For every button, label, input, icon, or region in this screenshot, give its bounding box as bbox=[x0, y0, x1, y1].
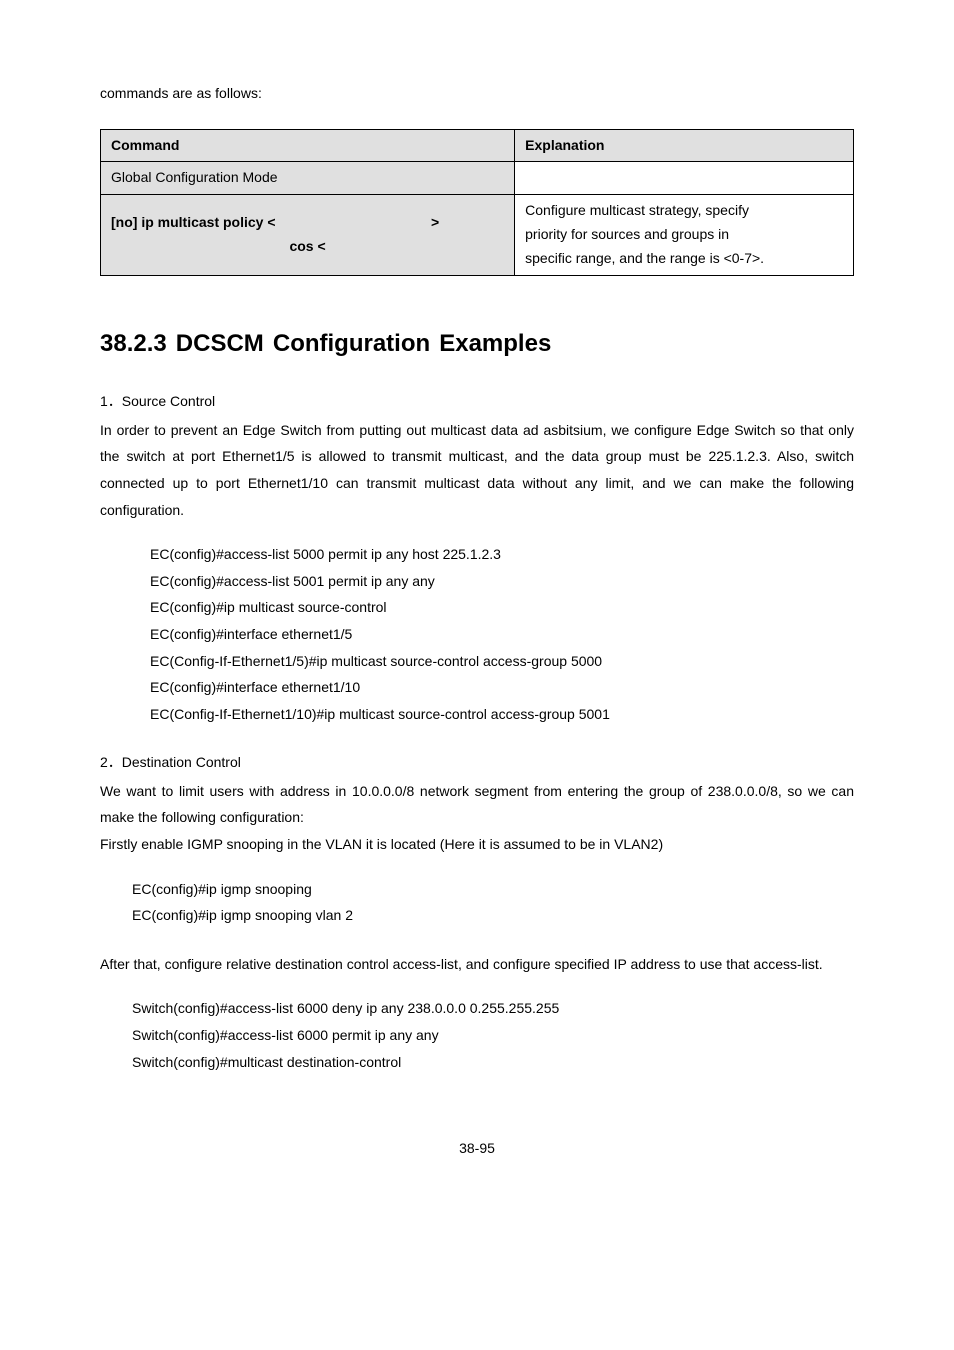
command-line: EC(config)#interface ethernet1/5 bbox=[150, 621, 854, 648]
cmd-text-cos: cos < bbox=[111, 235, 504, 259]
explanation-line: priority for sources and groups in bbox=[525, 223, 843, 247]
command-line: EC(Config-If-Ethernet1/5)#ip multicast s… bbox=[150, 648, 854, 675]
header-command: Command bbox=[101, 129, 515, 162]
cmd-text-right: > bbox=[431, 211, 439, 235]
explanation-line: specific range, and the range is <0-7>. bbox=[525, 247, 843, 271]
page-number: 38-95 bbox=[100, 1135, 854, 1162]
command-line: EC(config)#access-list 5000 permit ip an… bbox=[150, 541, 854, 568]
section2-command-block1: EC(config)#ip igmp snooping EC(config)#i… bbox=[132, 876, 854, 929]
command-line: EC(config)#access-list 5001 permit ip an… bbox=[150, 568, 854, 595]
section2-paragraph1: We want to limit users with address in 1… bbox=[100, 778, 854, 831]
cell-empty bbox=[515, 162, 854, 195]
header-explanation: Explanation bbox=[515, 129, 854, 162]
command-line: Switch(config)#access-list 6000 deny ip … bbox=[132, 995, 854, 1022]
cell-explanation-text: Configure multicast strategy, specify pr… bbox=[515, 195, 854, 275]
section2-paragraph2: Firstly enable IGMP snooping in the VLAN… bbox=[100, 831, 854, 858]
explanation-line: Configure multicast strategy, specify bbox=[525, 199, 843, 223]
command-line: Switch(config)#multicast destination-con… bbox=[132, 1049, 854, 1076]
cmd-text-left: [no] ip multicast policy < bbox=[111, 211, 276, 235]
intro-text: commands are as follows: bbox=[100, 80, 854, 107]
section1-command-block: EC(config)#access-list 5000 permit ip an… bbox=[150, 541, 854, 727]
command-line: EC(config)#ip igmp snooping bbox=[132, 876, 854, 903]
command-line: EC(Config-If-Ethernet1/10)#ip multicast … bbox=[150, 701, 854, 728]
section1-title: 1．Source Control bbox=[100, 388, 854, 415]
table-header-row: Command Explanation bbox=[101, 129, 854, 162]
cell-global-config: Global Configuration Mode bbox=[101, 162, 515, 195]
section1-paragraph: In order to prevent an Edge Switch from … bbox=[100, 417, 854, 523]
command-table: Command Explanation Global Configuration… bbox=[100, 129, 854, 276]
command-line: EC(config)#ip multicast source-control bbox=[150, 594, 854, 621]
table-row: Global Configuration Mode bbox=[101, 162, 854, 195]
table-row: [no] ip multicast policy < > cos < Confi… bbox=[101, 195, 854, 275]
command-line: EC(config)#ip igmp snooping vlan 2 bbox=[132, 902, 854, 929]
section2-command-block2: Switch(config)#access-list 6000 deny ip … bbox=[132, 995, 854, 1075]
section2-paragraph3: After that, configure relative destinati… bbox=[100, 951, 854, 978]
command-line: EC(config)#interface ethernet1/10 bbox=[150, 674, 854, 701]
cell-multicast-policy: [no] ip multicast policy < > cos < bbox=[101, 195, 515, 275]
section2-title: 2．Destination Control bbox=[100, 749, 854, 776]
command-line: Switch(config)#access-list 6000 permit i… bbox=[132, 1022, 854, 1049]
section-heading: 38.2.3 DCSCM Configuration Examples bbox=[100, 321, 854, 367]
